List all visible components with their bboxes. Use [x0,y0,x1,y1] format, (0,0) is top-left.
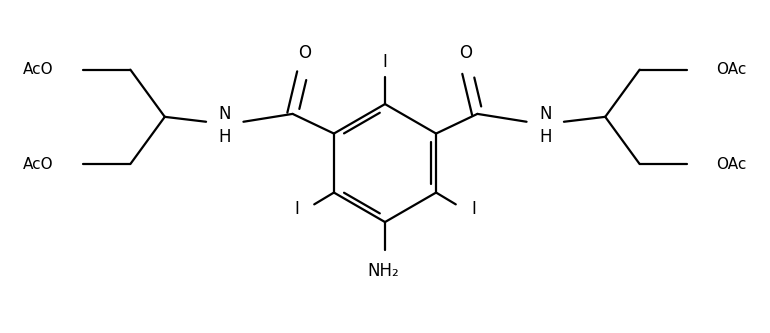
Text: I: I [471,200,476,218]
Text: OAc: OAc [716,62,747,77]
Text: O: O [459,44,472,62]
Text: I: I [383,53,387,71]
Text: N: N [539,105,551,123]
Text: I: I [294,200,299,218]
Text: O: O [298,44,311,62]
Text: N: N [219,105,231,123]
Text: AcO: AcO [23,157,54,171]
Text: AcO: AcO [23,62,54,77]
Text: H: H [539,128,551,146]
Text: NH₂: NH₂ [367,262,399,280]
Text: OAc: OAc [716,157,747,171]
Text: H: H [219,128,231,146]
